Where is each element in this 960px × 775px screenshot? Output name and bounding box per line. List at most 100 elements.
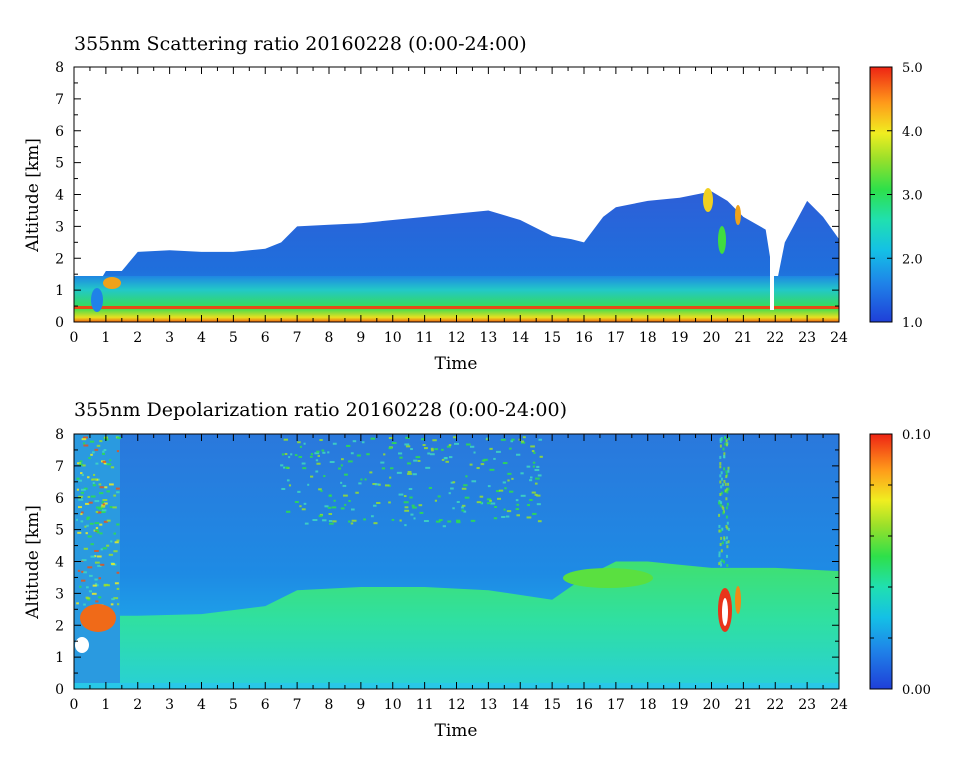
colorbar-tick-label: 1.0 [902,316,923,331]
depolarization-heatmap [74,434,839,689]
y-tick-label: 7 [55,459,64,475]
x-tick-label: 10 [384,330,402,346]
x-tick-label: 16 [575,330,593,346]
chart-title: 355nm Scattering ratio 20160228 (0:00-24… [74,33,527,55]
colorbar-gradient [869,433,893,690]
colorbar-tick-label: 5.0 [902,61,923,76]
x-tick-label: 17 [607,330,625,346]
x-tick-label: 20 [703,330,721,346]
x-tick-label: 16 [575,697,593,713]
y-tick-label: 0 [55,682,64,698]
cloud-core-20h5 [718,226,726,254]
x-tick-label: 6 [261,330,270,346]
x-tick-label: 1 [101,330,110,346]
x-tick-label: 22 [766,330,784,346]
x-tick-label: 5 [229,697,238,713]
x-tick-label: 17 [607,697,625,713]
x-tick-label: 14 [511,697,529,713]
x-tick-label: 15 [543,697,561,713]
y-tick-label: 5 [55,156,64,172]
x-tick-label: 12 [448,697,466,713]
x-tick-label: 4 [197,697,206,713]
saturated-core-20h [722,598,728,626]
x-tick-label: 9 [356,697,365,713]
x-tick-label: 3 [165,330,174,346]
y-tick-label: 3 [55,586,64,602]
scattering-heatmap [74,188,839,322]
x-tick-label: 5 [229,330,238,346]
y-tick-label: 8 [55,60,64,76]
y-axis-label: Altitude [km] [23,505,43,620]
x-tick-label: 13 [479,697,497,713]
x-tick-label: 11 [416,697,434,713]
x-tick-label: 14 [511,330,529,346]
x-tick-label: 2 [133,330,142,346]
y-tick-label: 5 [55,523,64,539]
x-tick-label: 2 [133,697,142,713]
colorbar-tick-label: 0.00 [902,683,931,698]
y-tick-label: 3 [55,219,64,235]
depol-noise [76,436,730,608]
x-tick-label: 22 [766,697,784,713]
colorbar-tick-label: 2.0 [902,252,923,267]
x-tick-label: 4 [197,330,206,346]
chart-title: 355nm Depolarization ratio 20160228 (0:0… [74,399,567,421]
colorbar: 0.00 0.10 [869,428,931,698]
x-tick-label: 0 [70,697,79,713]
y-tick-label: 4 [55,555,64,571]
x-tick-label: 24 [830,697,848,713]
y-tick-label: 4 [55,188,64,204]
colorbar: 1.0 2.0 3.0 4.0 5.0 [869,61,923,331]
x-tick-label: 0 [70,330,79,346]
x-axis: 0 1 2 3 4 5 6 7 8 9 10 11 12 13 14 15 16 17 18 19 20 21 22 23 24 [70,67,848,346]
colorbar-tick-label: 4.0 [902,125,923,140]
y-tick-label: 6 [55,491,64,507]
cloud-core-21h [735,205,741,225]
x-tick-label: 19 [671,330,689,346]
x-tick-label: 24 [830,330,848,346]
y-axis: 0 1 2 3 4 5 6 7 8 [55,427,839,698]
y-tick-label: 2 [55,618,64,634]
x-tick-label: 15 [543,330,561,346]
colorbar-tick-label: 3.0 [902,189,923,204]
early-cloud-patch [91,288,103,312]
cloud-core-20h [703,188,713,212]
low-cloud-core [103,277,121,289]
high-depol-patch [80,604,116,632]
x-tick-label: 20 [703,697,721,713]
x-axis-label: Time [435,721,478,741]
x-tick-label: 21 [734,330,752,346]
x-tick-label: 13 [479,330,497,346]
x-tick-label: 12 [448,330,466,346]
x-tick-label: 6 [261,697,270,713]
scattering-panel: 355nm Scattering ratio 20160228 (0:00-24… [23,33,923,374]
y-tick-label: 2 [55,251,64,267]
cloud-gap-22h [770,250,774,310]
y-tick-label: 1 [55,650,64,666]
x-tick-label: 8 [325,697,334,713]
x-tick-label: 7 [293,330,302,346]
x-tick-label: 18 [639,697,657,713]
x-tick-label: 23 [798,330,816,346]
x-tick-label: 7 [293,697,302,713]
depol-layer-17h [563,568,653,588]
y-axis: 0 1 2 3 4 5 6 7 8 [55,60,839,331]
x-tick-label: 18 [639,330,657,346]
x-axis-label: Time [435,354,478,374]
cloud-depol-21h [735,586,741,614]
boundary-layer-band [74,276,839,322]
y-tick-label: 8 [55,427,64,443]
x-tick-label: 23 [798,697,816,713]
x-tick-label: 8 [325,330,334,346]
saturated-patch [75,637,89,653]
x-tick-label: 21 [734,697,752,713]
y-tick-label: 7 [55,92,64,108]
y-axis-label: Altitude [km] [23,138,43,253]
colorbar-tick-label: 0.10 [902,428,931,443]
depol-aerosol-layer [74,561,839,689]
y-tick-label: 6 [55,124,64,140]
surface-echo-line [74,306,839,309]
x-tick-label: 10 [384,697,402,713]
